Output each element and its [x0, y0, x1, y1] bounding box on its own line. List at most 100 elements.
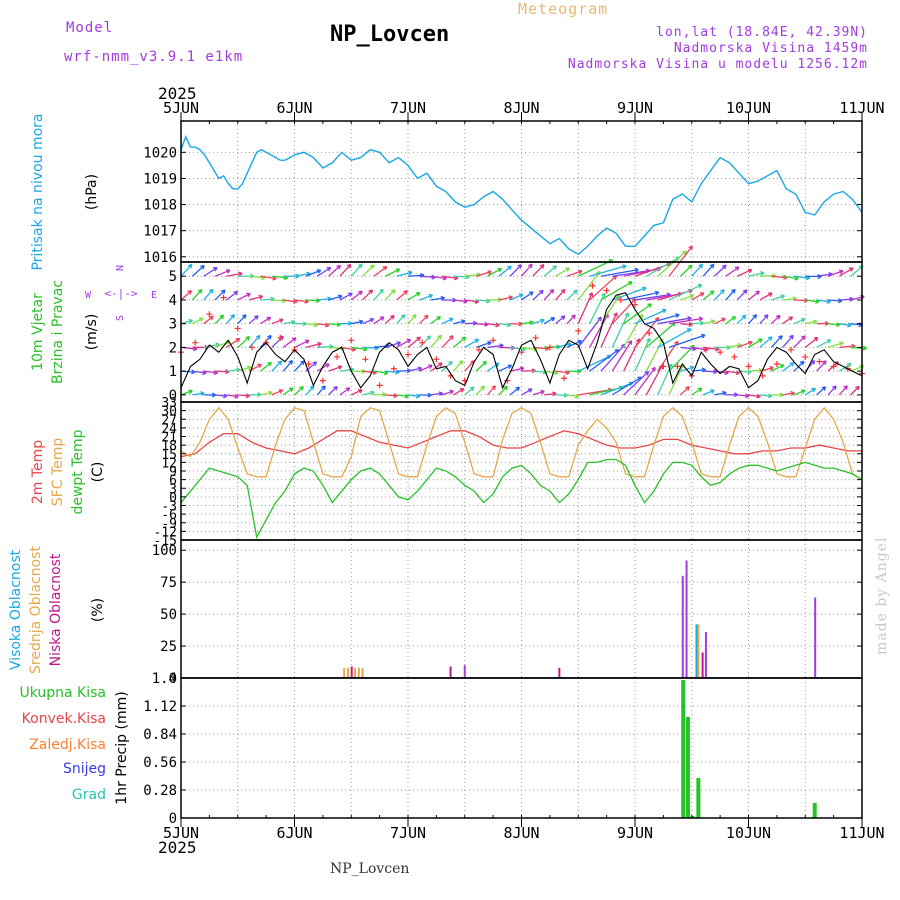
ytick-label: -3	[161, 500, 177, 515]
ytick-label: 1.12	[143, 699, 177, 715]
cloud-bar	[449, 666, 452, 678]
ytick-label: -6	[161, 508, 177, 523]
gust-marker	[632, 301, 638, 308]
cloud-bar	[695, 624, 698, 678]
cloud-bar	[697, 624, 700, 678]
xtick-bottom: 10JUN	[726, 824, 771, 842]
precip-bar	[696, 778, 701, 818]
precip-bar	[681, 680, 686, 818]
elevation-label: Nadmorska Visina 1459m	[673, 41, 868, 56]
ytick-label: 0	[169, 491, 177, 506]
precip-bar	[685, 717, 690, 818]
precip-legend-item: Ukupna Kisa	[19, 685, 106, 701]
cloud-bar	[681, 575, 684, 678]
gust-marker	[773, 361, 780, 368]
ytick-label: 33	[161, 396, 177, 411]
gust-marker	[490, 337, 497, 344]
gust-marker	[419, 339, 426, 346]
cloud-bar	[361, 667, 364, 678]
gust-marker	[617, 296, 624, 303]
ytick-label: 1	[169, 364, 177, 380]
ytick-label: 1018	[143, 198, 177, 214]
cloud-bar	[704, 632, 707, 678]
ytick-label: 1019	[143, 171, 177, 187]
ytick-label: 24	[161, 422, 177, 437]
gust-marker	[518, 349, 525, 356]
xtick-top: 9JUN	[617, 99, 653, 117]
temp-line-dewpt	[180, 458, 863, 540]
xtick-bottom: 7JUN	[390, 824, 426, 842]
gust-marker	[305, 361, 312, 368]
ytick-label: 5	[169, 269, 177, 285]
gust-marker	[788, 346, 795, 353]
gust-marker	[248, 344, 255, 351]
precip-bar	[690, 816, 695, 818]
gust-marker	[546, 344, 553, 351]
xtick-top: 10JUN	[726, 99, 771, 117]
gust-marker	[362, 356, 369, 363]
ytick-label: 18	[161, 439, 177, 454]
station-title: NP_Lovcen	[330, 22, 450, 47]
gust-marker	[816, 358, 823, 365]
cloud-ylabel3: Niska Oblacnost	[48, 553, 64, 666]
gust-marker	[759, 372, 766, 379]
year-bottom: 2025	[158, 838, 197, 857]
cloud-ylabel2: Srednja Oblacnost	[28, 546, 44, 674]
ytick-label: 4	[169, 293, 177, 309]
xtick-top: 5JUN	[163, 99, 199, 117]
model-name: wrf-nmm_v3.9.1 e1km	[64, 49, 244, 65]
temp-line-sfc	[180, 406, 863, 481]
ytick-label: 0.56	[143, 755, 177, 771]
temp-ylabel2: SFC Temp	[50, 438, 66, 507]
gust-marker	[702, 346, 709, 353]
precip-legend-item: Konvek.Kisa	[22, 711, 106, 727]
ytick-label: 75	[160, 575, 177, 591]
ytick-label: 0	[169, 811, 177, 827]
ytick-label: 21	[161, 431, 177, 446]
gust-marker	[575, 327, 582, 334]
ytick-label: 0	[169, 671, 177, 687]
footer-station: NP_Lovcen	[330, 861, 410, 877]
xtick-top: 8JUN	[503, 99, 539, 117]
xtick-top: 7JUN	[390, 99, 426, 117]
gust-marker	[348, 337, 355, 344]
cloud-unit: (%)	[90, 598, 106, 622]
precip-ylabel: 1hr Precip (mm)	[114, 691, 130, 804]
ytick-label: 12	[161, 456, 177, 471]
wind-ylabel2: Brzina i Pravac	[50, 280, 66, 384]
ytick-label: -15	[154, 534, 177, 549]
compass-east: E	[151, 290, 157, 301]
compass-north: N	[115, 265, 126, 271]
panel-frame-pressure	[180, 120, 863, 263]
cloud-ylabel: Visoka Oblacnost	[8, 549, 24, 670]
temp-ylabel3: dewpt Temp	[70, 429, 86, 514]
gust-marker	[603, 287, 610, 294]
wind-unit: (m/s)	[84, 314, 100, 351]
ytick-label: 1016	[143, 250, 177, 266]
ytick-label: 6	[169, 474, 177, 489]
gust-marker	[277, 334, 284, 341]
gust-marker	[674, 363, 681, 370]
precip-legend-item: Zaledj.Kisa	[29, 737, 106, 753]
compass-west: W	[85, 290, 92, 301]
ytick-label: 50	[160, 607, 177, 623]
precip-bar	[812, 803, 817, 818]
cloud-bar	[350, 666, 353, 678]
ytick-label: 1017	[143, 224, 177, 240]
gust-marker	[561, 375, 568, 382]
wind-ylabel: 10m Vjetar	[30, 293, 46, 371]
temp-ylabel: 2m Temp	[30, 440, 46, 504]
gust-marker	[589, 282, 596, 289]
precip-legend-item: Grad	[72, 787, 106, 803]
gust-marker	[532, 334, 539, 341]
gust-marker	[390, 365, 397, 372]
gust-marker	[334, 353, 341, 360]
xtick-bottom: 9JUN	[617, 824, 653, 842]
ytick-label: -12	[154, 525, 177, 540]
temp-unit: (C)	[90, 462, 106, 483]
ytick-label: 0.28	[143, 783, 177, 799]
cloud-bar	[463, 665, 466, 678]
cloud-bar	[685, 560, 688, 678]
ytick-label: -9	[161, 517, 177, 532]
model-elevation-label: Nadmorska Visina u modelu 1256.12m	[567, 57, 868, 72]
